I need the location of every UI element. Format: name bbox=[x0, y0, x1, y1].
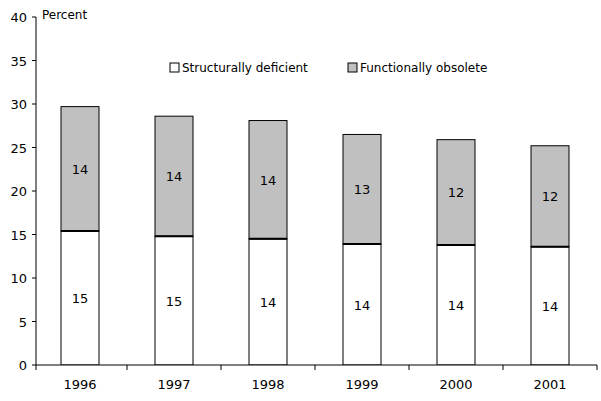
y-tick bbox=[32, 147, 36, 148]
y-tick-label: 40 bbox=[10, 10, 27, 25]
x-tick bbox=[221, 365, 222, 370]
y-tick-label: 15 bbox=[10, 228, 27, 243]
y-tick-label: 10 bbox=[10, 271, 27, 286]
data-label: 14 bbox=[448, 298, 465, 313]
x-tick-label: 2001 bbox=[533, 377, 566, 392]
data-label: 13 bbox=[354, 182, 371, 197]
y-tick bbox=[32, 234, 36, 235]
data-label: 15 bbox=[166, 294, 183, 309]
segment-border bbox=[437, 244, 475, 246]
y-tick bbox=[32, 191, 36, 192]
segment-border bbox=[155, 235, 193, 237]
bar-segment bbox=[343, 244, 381, 365]
bar-segment bbox=[249, 239, 287, 365]
bar-segment bbox=[437, 245, 475, 365]
data-label: 12 bbox=[542, 189, 559, 204]
y-tick bbox=[32, 365, 36, 366]
data-label: 12 bbox=[448, 185, 465, 200]
bars bbox=[61, 107, 569, 365]
legend-label: Structurally deficient bbox=[182, 61, 308, 75]
x-tick-label: 1997 bbox=[157, 377, 190, 392]
x-tick bbox=[597, 365, 598, 370]
y-tick bbox=[32, 104, 36, 105]
y-tick-label: 35 bbox=[10, 54, 27, 69]
segment-border bbox=[531, 246, 569, 248]
data-label: 14 bbox=[260, 295, 277, 310]
legend-label: Functionally obsolete bbox=[360, 61, 487, 75]
data-label: 14 bbox=[354, 298, 371, 313]
y-axis-title: Percent bbox=[42, 8, 87, 22]
data-label: 15 bbox=[72, 291, 89, 306]
legend: Structurally deficient Functionally obsol… bbox=[170, 61, 487, 75]
y-tick-label: 20 bbox=[10, 184, 27, 199]
bar-segment bbox=[531, 146, 569, 247]
data-labels: 15 14 15 14 14 14 14 13 14 12 14 12 bbox=[72, 162, 559, 314]
bar-segment bbox=[249, 121, 287, 239]
x-tick-label: 1999 bbox=[345, 377, 378, 392]
legend-swatch bbox=[348, 63, 357, 72]
y-tick-label: 0 bbox=[19, 358, 27, 373]
bar-segment bbox=[61, 231, 99, 365]
data-label: 14 bbox=[260, 173, 277, 188]
x-tick-label: 2000 bbox=[439, 377, 472, 392]
x-tick bbox=[315, 365, 316, 370]
x-tick bbox=[409, 365, 410, 370]
chart: Percent 15 14 15 14 14 14 14 13 14 12 14 12 0 5 10 15 20 2… bbox=[0, 0, 601, 401]
segment-border bbox=[61, 230, 99, 232]
x-tick bbox=[503, 365, 504, 370]
bar-segment bbox=[531, 247, 569, 365]
x-tick-label: 1998 bbox=[251, 377, 284, 392]
y-tick-label: 30 bbox=[10, 97, 27, 112]
bar-segment bbox=[61, 107, 99, 231]
x-tick bbox=[36, 365, 37, 370]
data-label: 14 bbox=[542, 299, 559, 314]
y-tick bbox=[32, 321, 36, 322]
y-tick-label: 5 bbox=[19, 315, 27, 330]
x-axis bbox=[36, 365, 597, 366]
x-tick bbox=[127, 365, 128, 370]
y-tick bbox=[32, 17, 36, 18]
x-tick-label: 1996 bbox=[63, 377, 96, 392]
data-label: 14 bbox=[72, 162, 89, 177]
bar-segment bbox=[437, 140, 475, 245]
segment-border bbox=[249, 238, 287, 240]
legend-swatch bbox=[170, 63, 179, 72]
y-tick bbox=[32, 278, 36, 279]
segment-border bbox=[343, 243, 381, 245]
y-tick-label: 25 bbox=[10, 141, 27, 156]
y-tick bbox=[32, 60, 36, 61]
bar-segment bbox=[155, 236, 193, 365]
bar-segment bbox=[343, 134, 381, 244]
bar-segment bbox=[155, 116, 193, 236]
data-label: 14 bbox=[166, 169, 183, 184]
